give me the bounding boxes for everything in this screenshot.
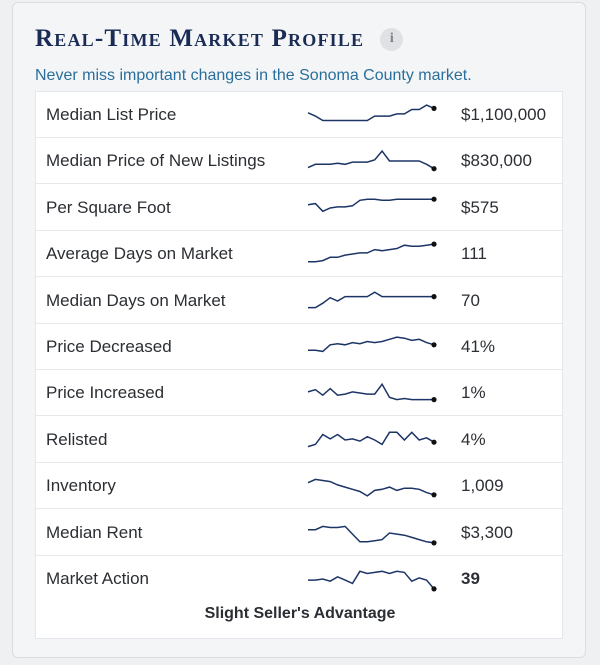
- metric-value: 41%: [461, 337, 496, 356]
- trend-end-dot: [431, 439, 437, 445]
- metric-value: $575: [461, 197, 499, 217]
- card-title: Real-Time Market Profile: [35, 25, 365, 52]
- metric-row: Average Days on Market 111: [36, 231, 562, 278]
- trend-end-dot: [431, 342, 437, 348]
- market-action-status: Slight Seller's Advantage: [204, 605, 396, 622]
- metric-row: Per Square Foot $575: [36, 185, 562, 231]
- metric-row: Median Rent $3,300: [36, 510, 562, 556]
- trend-end-dot: [431, 539, 437, 546]
- metric-label: Inventory: [46, 476, 116, 496]
- metric-row: Inventory 1,009: [36, 463, 562, 510]
- trend-line: [307, 150, 435, 170]
- trend-sparkline: [307, 104, 437, 122]
- metric-label: Relisted: [46, 429, 108, 449]
- metric-value: $830,000: [461, 151, 532, 171]
- trend-line: [307, 478, 435, 497]
- metric-label: Market Action: [46, 569, 149, 588]
- trend-line: [308, 336, 435, 353]
- trend-end-dot: [431, 492, 437, 498]
- trend-sparkline: [308, 241, 437, 263]
- trend-sparkline: [308, 290, 437, 308]
- metric-value: 4%: [461, 429, 486, 449]
- trend-line: [307, 198, 434, 212]
- trend-line: [308, 525, 435, 544]
- trend-end-dot: [431, 196, 437, 202]
- metric-value: 39: [461, 569, 480, 588]
- metric-label: Median Rent: [46, 522, 143, 542]
- metric-value: $3,300: [461, 522, 513, 542]
- trend-sparkline: [308, 570, 437, 592]
- metric-row: Price Decreased 41%: [36, 324, 562, 370]
- metric-value: $1,100,000: [461, 105, 547, 124]
- metric-value: 111: [461, 244, 487, 264]
- trend-sparkline: [307, 431, 437, 448]
- metric-row: Price Increased 1%: [36, 370, 562, 417]
- trend-line: [307, 383, 434, 401]
- trend-end-dot: [431, 397, 437, 403]
- metric-label: Median Days on Market: [46, 290, 226, 310]
- trend-line: [308, 570, 435, 590]
- metric-label: Median List Price: [46, 105, 177, 124]
- metric-row: Median Price of New Listings $830,000: [36, 138, 562, 185]
- metric-row: Relisted 4%: [36, 417, 562, 463]
- trend-end-dot: [431, 586, 437, 592]
- metric-value: 1,009: [461, 476, 504, 496]
- card-header: Real-Time Market Profile i: [35, 25, 404, 53]
- trend-sparkline: [308, 525, 437, 546]
- trend-sparkline: [308, 336, 437, 353]
- trend-sparkline: [307, 383, 437, 403]
- trend-line: [308, 243, 435, 263]
- trend-sparkline: [307, 150, 437, 172]
- trend-end-dot: [431, 241, 437, 247]
- metric-label: Per Square Foot: [46, 197, 171, 217]
- metric-row: Median Days on Market 70: [36, 278, 562, 324]
- metric-label: Price Decreased: [46, 337, 172, 356]
- trend-end-dot: [431, 105, 437, 111]
- metric-value: 70: [461, 290, 480, 310]
- metric-row: Median List Price $1,100,000: [36, 92, 562, 138]
- metrics-table: Slight Seller's Advantage Median List Pr…: [35, 91, 563, 639]
- metric-label: Price Increased: [46, 383, 165, 403]
- trend-line: [307, 431, 435, 448]
- metric-value: 1%: [461, 383, 486, 403]
- trend-line: [308, 290, 434, 308]
- market-profile-card: Real-Time Market Profile i Never miss im…: [12, 2, 586, 658]
- trend-end-dot: [431, 293, 437, 299]
- info-icon[interactable]: i: [380, 27, 404, 51]
- trend-line: [307, 104, 435, 122]
- metric-row: Market Action 39: [36, 556, 562, 602]
- trend-sparkline: [307, 478, 437, 498]
- trend-end-dot: [431, 166, 437, 172]
- metric-label: Average Days on Market: [46, 244, 233, 264]
- card-subtitle: Never miss important changes in the Sono…: [35, 67, 472, 84]
- metric-label: Median Price of New Listings: [46, 151, 266, 171]
- trend-sparkline: [307, 196, 437, 212]
